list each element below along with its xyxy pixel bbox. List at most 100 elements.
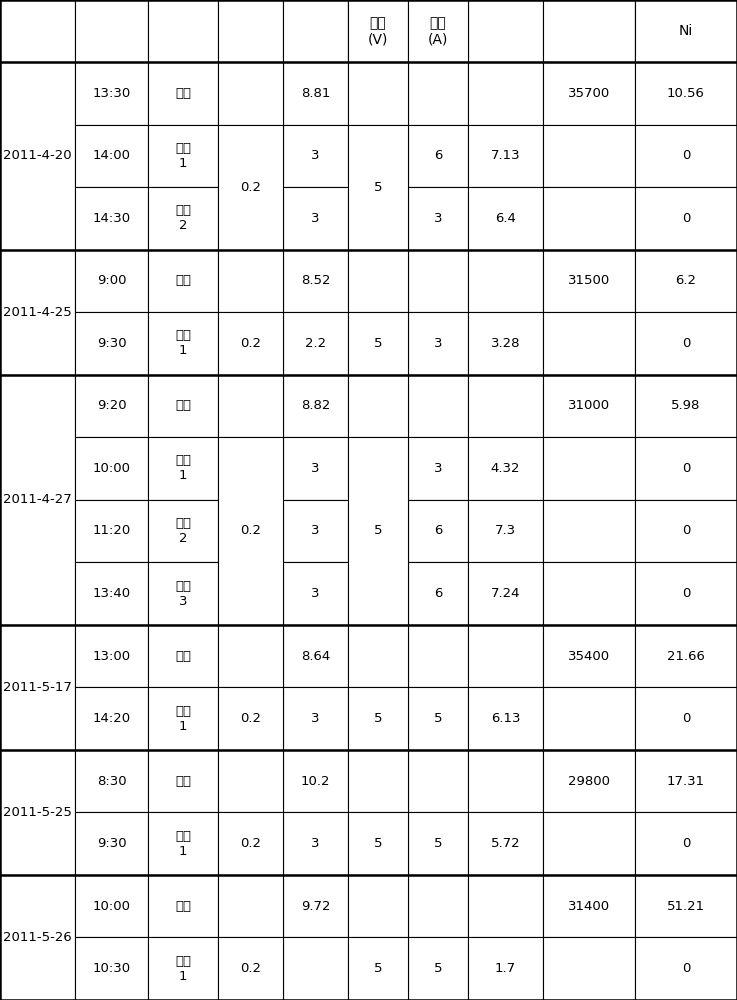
Bar — [148, 750, 218, 812]
Bar — [348, 375, 408, 437]
Bar — [348, 687, 408, 750]
Bar — [635, 312, 737, 375]
Bar — [635, 250, 737, 312]
Bar — [635, 687, 737, 750]
Text: 2011-4-20: 2011-4-20 — [3, 149, 71, 162]
Bar — [543, 0, 635, 62]
Bar — [348, 0, 408, 62]
Text: 原水: 原水 — [175, 399, 191, 412]
Bar — [468, 750, 543, 812]
Text: 2011-5-25: 2011-5-25 — [3, 806, 72, 819]
Bar — [635, 750, 737, 812]
Bar — [348, 125, 408, 250]
Bar — [148, 125, 218, 187]
Bar — [408, 0, 468, 62]
Text: 14:20: 14:20 — [92, 712, 130, 725]
Text: 3.28: 3.28 — [491, 337, 520, 350]
Bar — [283, 812, 348, 875]
Text: 0.2: 0.2 — [240, 337, 261, 350]
Text: 11:20: 11:20 — [92, 524, 130, 538]
Text: 5: 5 — [374, 837, 383, 850]
Bar — [408, 687, 468, 750]
Bar — [218, 937, 283, 1000]
Bar — [543, 875, 635, 937]
Bar — [468, 875, 543, 937]
Bar — [148, 562, 218, 625]
Text: 原水: 原水 — [175, 775, 191, 788]
Bar — [468, 125, 543, 187]
Bar — [408, 125, 468, 187]
Text: 6.2: 6.2 — [676, 274, 696, 287]
Text: 3: 3 — [311, 524, 320, 538]
Text: 0: 0 — [682, 462, 690, 475]
Bar — [75, 812, 148, 875]
Bar — [283, 937, 348, 1000]
Text: 电压
(V): 电压 (V) — [368, 16, 388, 46]
Text: 14:00: 14:00 — [93, 149, 130, 162]
Bar — [468, 250, 543, 312]
Bar — [408, 62, 468, 125]
Text: 电凝
2: 电凝 2 — [175, 204, 191, 232]
Text: 10.56: 10.56 — [667, 87, 705, 100]
Bar — [75, 500, 148, 562]
Text: 14:30: 14:30 — [92, 212, 130, 225]
Text: 35400: 35400 — [568, 650, 610, 663]
Text: 0: 0 — [682, 337, 690, 350]
Bar — [408, 312, 468, 375]
Text: 3: 3 — [311, 712, 320, 725]
Bar — [635, 812, 737, 875]
Text: 6.13: 6.13 — [491, 712, 520, 725]
Bar — [635, 500, 737, 562]
Bar — [408, 625, 468, 687]
Bar — [283, 375, 348, 437]
Text: 0: 0 — [682, 837, 690, 850]
Bar — [468, 375, 543, 437]
Bar — [75, 687, 148, 750]
Bar — [218, 687, 283, 750]
Text: 电凝
1: 电凝 1 — [175, 142, 191, 170]
Bar — [283, 875, 348, 937]
Text: 0: 0 — [682, 712, 690, 725]
Text: 原水: 原水 — [175, 274, 191, 287]
Text: 2011-5-17: 2011-5-17 — [3, 681, 72, 694]
Bar — [543, 812, 635, 875]
Bar — [543, 375, 635, 437]
Text: 8.64: 8.64 — [301, 650, 330, 663]
Bar — [468, 687, 543, 750]
Text: 10:00: 10:00 — [93, 900, 130, 913]
Bar — [218, 62, 283, 125]
Text: 0.2: 0.2 — [240, 962, 261, 975]
Text: 5: 5 — [434, 837, 442, 850]
Text: 电凝
3: 电凝 3 — [175, 580, 191, 608]
Bar — [218, 437, 283, 625]
Bar — [148, 250, 218, 312]
Text: 5: 5 — [374, 962, 383, 975]
Bar — [468, 0, 543, 62]
Text: 电凝
2: 电凝 2 — [175, 517, 191, 545]
Text: 0: 0 — [682, 524, 690, 538]
Bar — [148, 500, 218, 562]
Bar — [75, 312, 148, 375]
Bar — [75, 0, 148, 62]
Text: 7.24: 7.24 — [491, 587, 520, 600]
Bar — [283, 187, 348, 250]
Bar — [75, 187, 148, 250]
Bar — [218, 125, 283, 250]
Bar — [148, 625, 218, 687]
Text: Ni: Ni — [679, 24, 693, 38]
Bar — [468, 500, 543, 562]
Text: 9:20: 9:20 — [97, 399, 126, 412]
Bar — [408, 562, 468, 625]
Bar — [543, 562, 635, 625]
Bar — [148, 875, 218, 937]
Bar — [543, 937, 635, 1000]
Bar — [218, 375, 283, 437]
Text: 7.3: 7.3 — [495, 524, 516, 538]
Text: 10:30: 10:30 — [92, 962, 130, 975]
Bar — [0, 62, 75, 250]
Bar — [348, 750, 408, 812]
Bar — [543, 687, 635, 750]
Text: 29800: 29800 — [568, 775, 610, 788]
Bar — [408, 187, 468, 250]
Bar — [75, 437, 148, 500]
